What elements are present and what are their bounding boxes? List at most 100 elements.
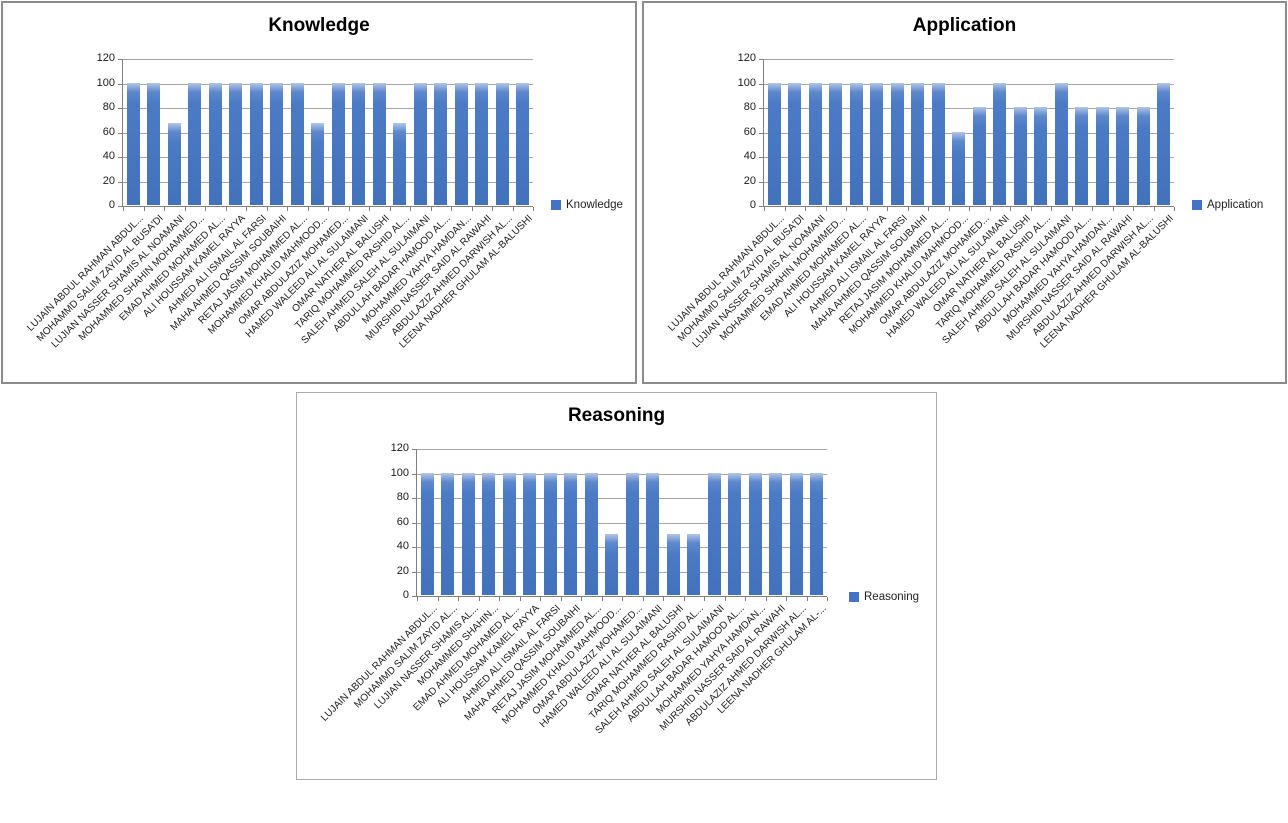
gridline — [764, 132, 1174, 134]
y-axis-tick-label: 120 — [390, 442, 409, 454]
bar — [147, 82, 161, 205]
x-tick-mark — [969, 207, 970, 211]
gridline — [764, 108, 1174, 109]
x-tick-mark — [492, 207, 493, 211]
bar — [829, 82, 843, 205]
gridline — [417, 596, 827, 597]
x-tick-mark — [1031, 207, 1032, 211]
y-axis-tick-label: 20 — [396, 564, 409, 577]
bar — [352, 82, 366, 205]
gridline — [123, 59, 533, 60]
x-tick-mark — [1133, 207, 1134, 211]
legend-label: Reasoning — [864, 591, 919, 603]
bar — [523, 472, 537, 595]
y-axis-tick-label: 20 — [743, 174, 756, 187]
x-tick-mark — [410, 207, 411, 211]
x-tick-mark — [267, 207, 268, 211]
y-tick-mark — [118, 181, 123, 183]
plot-area: 0 20 40 60 80 100 120 LUJAIN ABDUL RAHMAN ABDUL… — [666, 52, 1176, 350]
x-tick-mark — [533, 207, 534, 211]
bar — [1136, 107, 1150, 205]
knowledge-chart-panel: Knowledge 0 20 40 60 80 100 120 LUJAIN ABDUL RA… — [1, 1, 637, 384]
gridline — [123, 181, 533, 183]
y-axis-tick-label: 80 — [102, 101, 115, 113]
y-axis-tick-label: 40 — [396, 540, 409, 552]
y-axis-tick-label: 0 — [108, 199, 115, 211]
x-tick-mark — [1010, 207, 1011, 211]
gridline — [417, 571, 827, 573]
x-tick-mark — [308, 207, 309, 211]
y-tick-mark — [118, 59, 123, 60]
y-axis-tick-label: 60 — [743, 125, 756, 138]
gridline — [123, 157, 533, 158]
x-tick-mark — [479, 597, 480, 601]
x-tick-mark — [928, 207, 929, 211]
x-tick-mark — [246, 207, 247, 211]
bar — [911, 82, 925, 205]
x-tick-mark — [764, 207, 765, 211]
x-tick-mark — [908, 207, 909, 211]
y-tick-mark — [118, 108, 123, 109]
bar — [687, 533, 701, 595]
bar — [208, 82, 222, 205]
bar — [584, 472, 598, 595]
x-tick-mark — [1072, 207, 1073, 211]
bar — [1157, 82, 1171, 205]
y-axis-tick-label: 120 — [737, 52, 756, 64]
chart-title: Knowledge — [268, 15, 370, 36]
x-tick-mark — [349, 207, 350, 211]
plot-area: 0 20 40 60 80 100 120 LUJAIN ABDUL RAHMAN ABDUL… — [319, 442, 829, 736]
bar — [728, 472, 742, 595]
y-axis-tick-label: 60 — [102, 125, 115, 138]
bar — [605, 533, 619, 595]
x-tick-mark — [431, 207, 432, 211]
gridline — [417, 522, 827, 524]
x-tick-mark — [622, 597, 623, 601]
gridline — [417, 498, 827, 499]
x-tick-mark — [438, 597, 439, 601]
gridline — [764, 181, 1174, 183]
plot-area: 0 20 40 60 80 100 120 LUJAIN ABDUL RAHMAN ABDUL… — [25, 52, 535, 350]
y-axis-tick-label: 0 — [749, 199, 756, 211]
x-tick-mark — [417, 597, 418, 601]
legend: Reasoning — [849, 591, 919, 603]
legend-label: Application — [1207, 199, 1264, 211]
x-tick-mark — [827, 597, 828, 601]
bar — [311, 122, 325, 205]
y-tick-mark — [412, 473, 417, 475]
x-tick-mark — [328, 207, 329, 211]
x-tick-mark — [123, 207, 124, 211]
gridline — [764, 59, 1174, 60]
y-tick-mark — [118, 83, 123, 85]
x-tick-mark — [390, 207, 391, 211]
x-tick-mark — [1174, 207, 1175, 211]
chart-title: Application — [912, 15, 1017, 36]
x-tick-mark — [867, 207, 868, 211]
x-tick-mark — [766, 597, 767, 601]
bar — [495, 82, 509, 205]
x-tick-mark — [144, 207, 145, 211]
chart-title: Reasoning — [567, 405, 666, 426]
bar — [707, 472, 721, 595]
y-axis-tick-label: 40 — [743, 150, 756, 162]
application-chart-panel: Application 0 20 40 60 80 100 120 LUJAIN ABDUL … — [642, 1, 1287, 384]
gridline — [123, 108, 533, 109]
bar — [1075, 107, 1089, 205]
x-tick-mark — [846, 207, 847, 211]
y-axis-tick-label: 80 — [396, 491, 409, 503]
bar — [808, 82, 822, 205]
x-tick-mark — [540, 597, 541, 601]
bar — [767, 82, 781, 205]
x-tick-mark — [1154, 207, 1155, 211]
x-tick-mark — [785, 207, 786, 211]
y-tick-mark — [412, 571, 417, 573]
bar — [564, 472, 578, 595]
y-tick-mark — [412, 596, 417, 597]
bar — [393, 122, 407, 205]
bar — [789, 472, 803, 595]
x-tick-mark — [949, 207, 950, 211]
y-tick-mark — [412, 449, 417, 450]
bar — [993, 82, 1007, 205]
bar — [1095, 107, 1109, 205]
y-tick-mark — [759, 181, 764, 183]
